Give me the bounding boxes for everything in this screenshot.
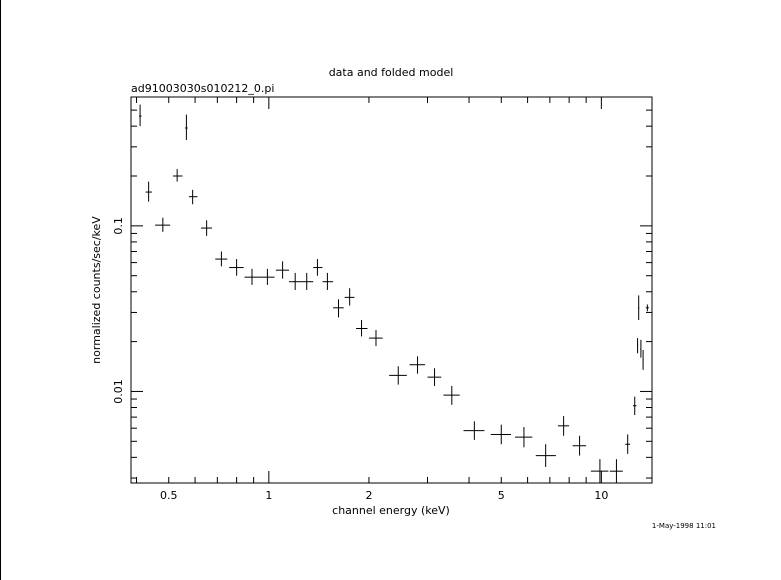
- data-point: [333, 299, 344, 318]
- x-tick-label: 1: [265, 489, 272, 502]
- data-point: [173, 169, 183, 182]
- data-point: [427, 368, 442, 386]
- chart-title: data and folded model: [329, 66, 454, 79]
- axis-tick-labels: 0.5 1 2 5 10 0.1 0.01: [112, 217, 608, 502]
- x-axis-label: channel energy (keV): [332, 504, 450, 517]
- chart-subtitle: ad91003030s010212_0.pi: [131, 82, 274, 95]
- data-point: [185, 114, 188, 140]
- y-tick-label: 0.01: [112, 379, 125, 404]
- data-point: [625, 434, 631, 454]
- data-point: [301, 272, 314, 290]
- data-point: [344, 288, 355, 306]
- data-point: [229, 259, 244, 276]
- timestamp: 1-May-1998 11:01: [652, 522, 716, 530]
- data-point: [633, 396, 637, 416]
- y-tick-label: 0.1: [112, 217, 125, 235]
- data-point: [389, 366, 407, 385]
- data-point: [638, 295, 640, 321]
- data-point: [356, 320, 368, 337]
- data-point: [463, 421, 485, 440]
- data-point: [215, 251, 228, 267]
- data-point: [535, 444, 556, 467]
- data-point: [155, 217, 171, 232]
- data-point: [640, 339, 642, 358]
- data-point: [515, 427, 533, 448]
- data-point: [200, 220, 213, 236]
- data-point: [637, 338, 639, 354]
- x-tick-label: 5: [498, 489, 505, 502]
- data-point: [139, 104, 142, 127]
- data-point: [368, 330, 383, 347]
- data-point: [590, 459, 609, 483]
- data-points: [139, 104, 649, 483]
- data-point: [609, 459, 623, 483]
- data-point: [259, 268, 275, 285]
- data-point: [645, 304, 649, 312]
- data-point: [557, 416, 570, 436]
- x-tick-label: 0.5: [160, 489, 178, 502]
- y-axis-label: normalized counts/sec/keV: [90, 216, 103, 364]
- data-point: [322, 272, 334, 290]
- x-tick-label: 2: [365, 489, 372, 502]
- data-point: [409, 356, 426, 374]
- data-point: [145, 181, 152, 202]
- data-point: [642, 349, 644, 370]
- data-point: [490, 424, 512, 445]
- x-tick-label: 10: [594, 489, 608, 502]
- axis-ticks: [131, 97, 652, 483]
- data-point: [244, 268, 260, 285]
- data-point: [289, 272, 302, 290]
- data-point: [313, 259, 323, 276]
- data-point: [443, 385, 460, 405]
- left-edge-line: [0, 0, 1, 580]
- data-point: [275, 261, 290, 279]
- data-point: [572, 435, 587, 456]
- data-point: [188, 189, 198, 205]
- plot-frame: [130, 96, 653, 484]
